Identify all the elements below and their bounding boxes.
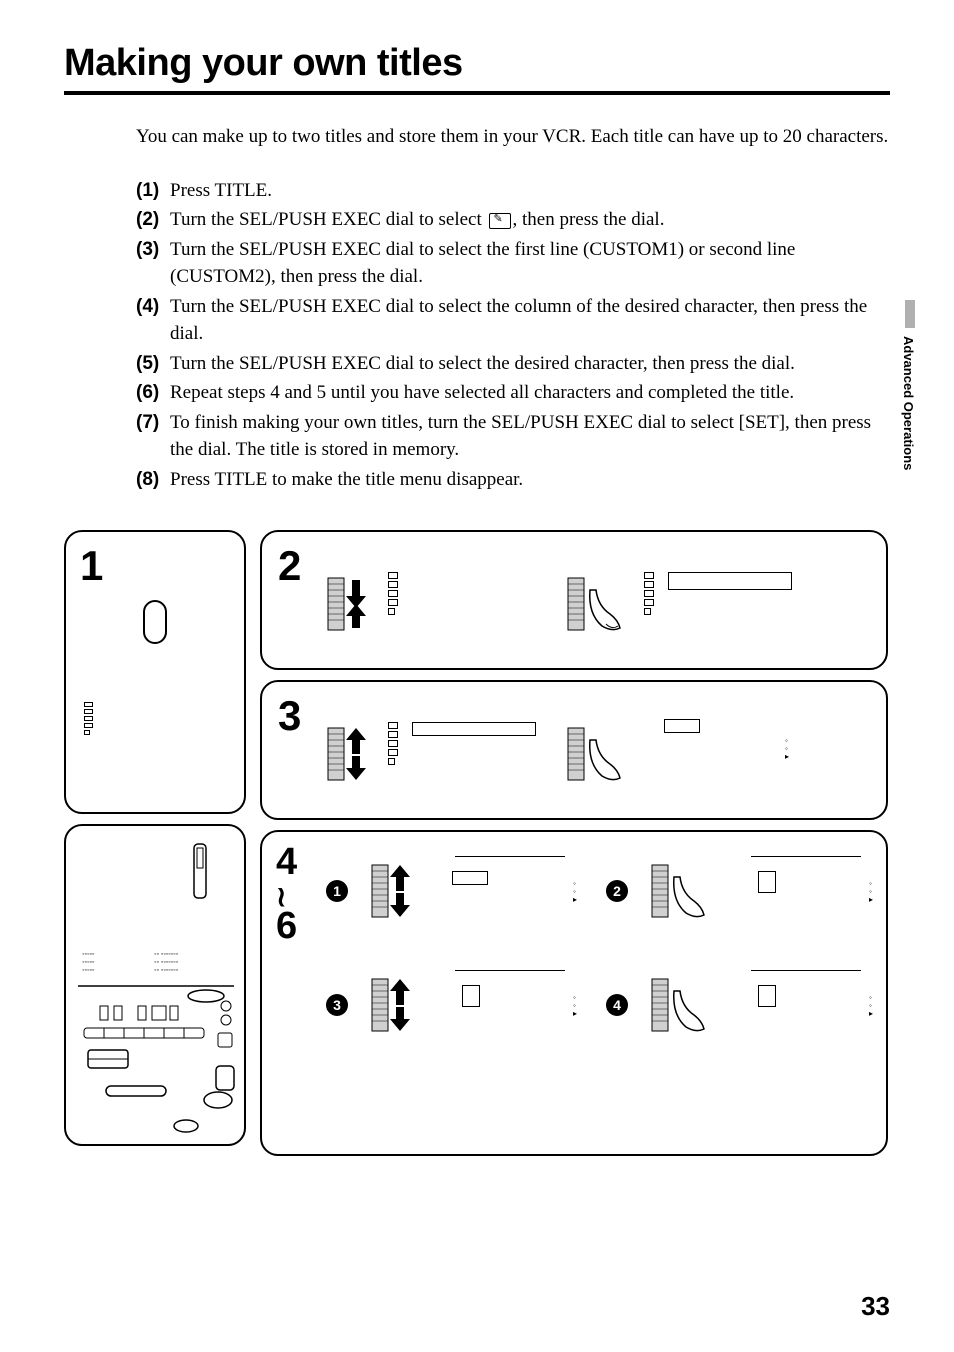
panel-number-range: 4 ≀ 6: [276, 846, 297, 943]
step-text: Press TITLE.: [170, 177, 890, 205]
substep-num: 1: [326, 880, 348, 902]
dial-turn-icon: [366, 971, 414, 1039]
page-title: Making your own titles: [64, 42, 890, 85]
char-screen: ◦◦▸: [728, 856, 884, 926]
step-num: (1): [136, 177, 170, 205]
step-num: (3): [136, 236, 170, 291]
step-3: (3) Turn the SEL/PUSH EXEC dial to selec…: [136, 236, 890, 291]
steps-list: (1) Press TITLE. (2) Turn the SEL/PUSH E…: [136, 177, 890, 494]
step-text: Turn the SEL/PUSH EXEC dial to select , …: [170, 206, 890, 234]
step-text-after: , then press the dial.: [513, 209, 665, 230]
char-screen: ◦◦▸: [432, 856, 588, 926]
char-screen: ◦◦▸: [644, 719, 800, 789]
step-1: (1) Press TITLE.: [136, 177, 890, 205]
char-screen: ◦◦▸: [728, 970, 884, 1040]
step-text: Turn the SEL/PUSH EXEC dial to select th…: [170, 293, 890, 348]
manual-page: Making your own titles You can make up t…: [0, 0, 954, 1156]
step-num: (7): [136, 409, 170, 464]
diagram-left-column: 1 ◦◦◦◦◦ ◦◦◦◦◦ ◦◦◦◦◦ ◦◦ ◦◦◦◦◦◦◦: [64, 530, 246, 1156]
side-bar-indicator: [905, 300, 915, 328]
diagram-area: 1 ◦◦◦◦◦ ◦◦◦◦◦ ◦◦◦◦◦ ◦◦ ◦◦◦◦◦◦◦: [64, 530, 890, 1156]
step-text: Press TITLE to make the title menu disap…: [170, 466, 890, 494]
dial-press-icon: [562, 570, 626, 638]
svg-text:◦◦◦◦◦: ◦◦◦◦◦: [82, 958, 94, 966]
char-screen: ◦◦▸: [432, 970, 588, 1040]
step-num: (2): [136, 206, 170, 234]
svg-text:◦◦ ◦◦◦◦◦◦◦: ◦◦ ◦◦◦◦◦◦◦: [154, 950, 178, 958]
step-2: (2) Turn the SEL/PUSH EXEC dial to selec…: [136, 206, 890, 234]
custom-title-icon: [489, 213, 511, 229]
step-num: (5): [136, 350, 170, 378]
dial-turn-icon: [322, 720, 370, 788]
step-text: To finish making your own titles, turn t…: [170, 409, 890, 464]
svg-text:◦◦◦◦◦: ◦◦◦◦◦: [82, 950, 94, 958]
panel-step-4-6: 4 ≀ 6 1 ◦◦▸: [260, 830, 888, 1156]
panel-step-1: 1: [64, 530, 246, 814]
panel-num-top: 4: [276, 841, 297, 883]
panel-num-bot: 6: [276, 905, 297, 947]
diagram-right-column: 2: [260, 530, 890, 1156]
step-num: (8): [136, 466, 170, 494]
vcr-svg-icon: ◦◦◦◦◦ ◦◦◦◦◦ ◦◦◦◦◦ ◦◦ ◦◦◦◦◦◦◦ ◦◦ ◦◦◦◦◦◦◦ …: [76, 838, 236, 1136]
step-num: (6): [136, 379, 170, 407]
side-section-label: Advanced Operations: [901, 336, 916, 470]
dial-press-icon: [562, 720, 626, 788]
substep-num: 2: [606, 880, 628, 902]
dial-turn-icon: [366, 857, 414, 925]
svg-text:◦◦ ◦◦◦◦◦◦◦: ◦◦ ◦◦◦◦◦◦◦: [154, 966, 178, 974]
intro-text: You can make up to two titles and store …: [136, 123, 890, 151]
panel-step-2: 2: [260, 530, 888, 670]
title-button-icon: [143, 600, 167, 644]
dial-press-icon: [646, 857, 710, 925]
side-tab: Advanced Operations: [901, 300, 919, 470]
dial-press-icon: [646, 971, 710, 1039]
dial-turn-icon: [322, 570, 370, 638]
osd-preview: [644, 566, 800, 642]
substep-num: 3: [326, 994, 348, 1016]
panel-number: 1: [80, 542, 230, 590]
step-text: Turn the SEL/PUSH EXEC dial to select th…: [170, 236, 890, 291]
step-8: (8) Press TITLE to make the title menu d…: [136, 466, 890, 494]
step-text: Repeat steps 4 and 5 until you have sele…: [170, 379, 890, 407]
step-text: Turn the SEL/PUSH EXEC dial to select th…: [170, 350, 890, 378]
page-number: 33: [861, 1291, 890, 1322]
substep-num: 4: [606, 994, 628, 1016]
step-4: (4) Turn the SEL/PUSH EXEC dial to selec…: [136, 293, 890, 348]
step-text-before: Turn the SEL/PUSH EXEC dial to select: [170, 209, 487, 230]
step-6: (6) Repeat steps 4 and 5 until you have …: [136, 379, 890, 407]
step-5: (5) Turn the SEL/PUSH EXEC dial to selec…: [136, 350, 890, 378]
mini-osd-icon: [84, 702, 112, 750]
svg-text:◦◦◦◦◦: ◦◦◦◦◦: [82, 966, 94, 974]
osd-preview: [388, 716, 544, 792]
title-underline: [64, 91, 890, 95]
svg-text:◦◦ ◦◦◦◦◦◦◦: ◦◦ ◦◦◦◦◦◦◦: [154, 958, 178, 966]
step-7: (7) To finish making your own titles, tu…: [136, 409, 890, 464]
step-num: (4): [136, 293, 170, 348]
osd-preview: [388, 566, 544, 642]
vcr-illustration: ◦◦◦◦◦ ◦◦◦◦◦ ◦◦◦◦◦ ◦◦ ◦◦◦◦◦◦◦ ◦◦ ◦◦◦◦◦◦◦ …: [64, 824, 246, 1146]
panel-step-3: 3: [260, 680, 888, 820]
